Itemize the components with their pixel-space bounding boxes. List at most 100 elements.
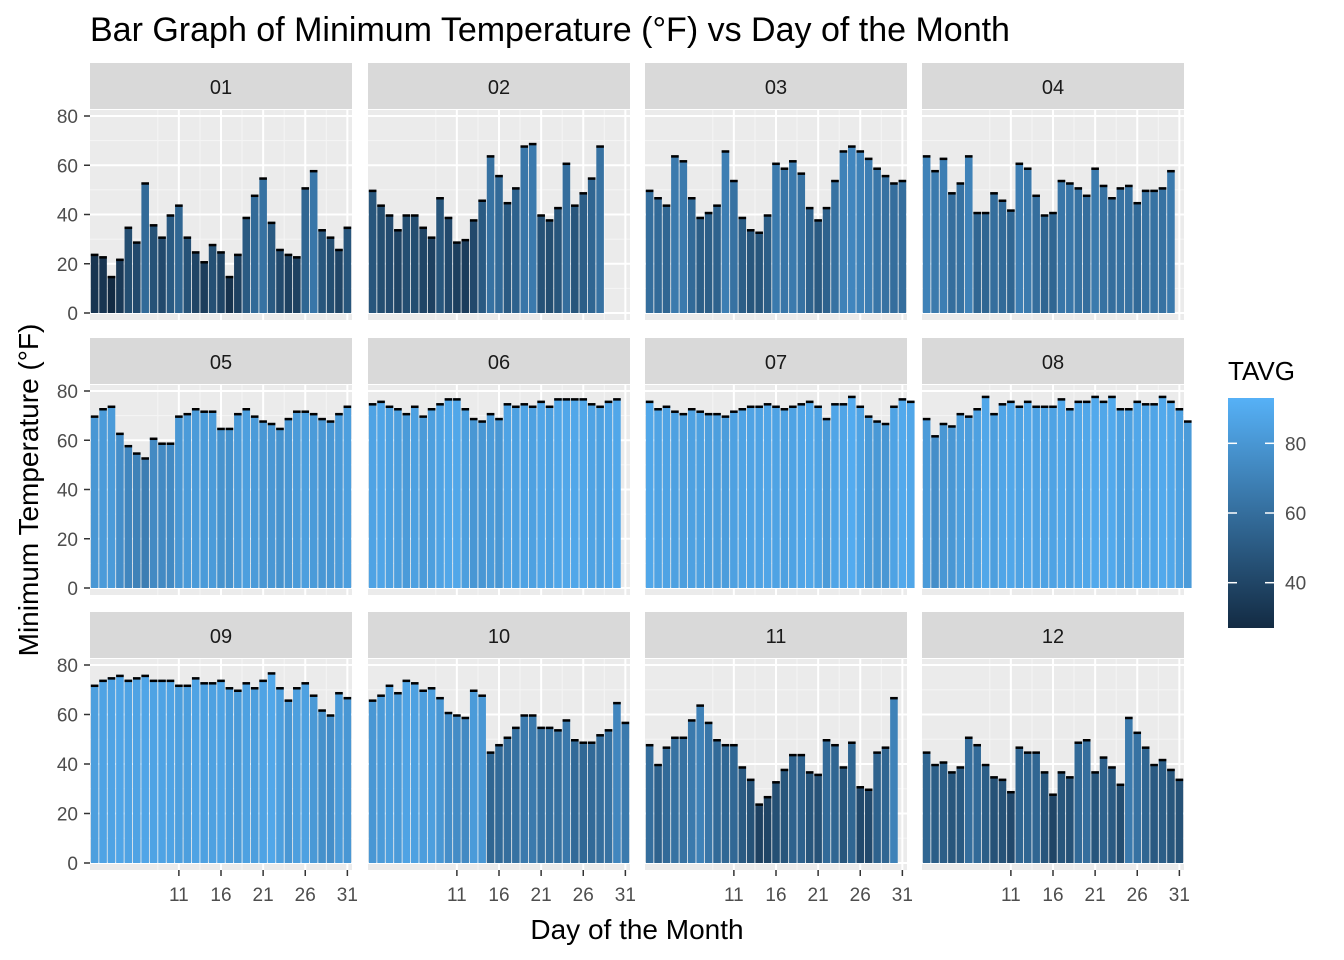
facet-label: 10 bbox=[488, 626, 510, 648]
temperature-bar bbox=[141, 182, 149, 313]
temperature-bar bbox=[763, 214, 772, 313]
temperature-bar bbox=[1040, 405, 1049, 588]
temperature-bar bbox=[267, 672, 276, 863]
x-tick-label: 26 bbox=[295, 885, 316, 906]
temperature-bar bbox=[814, 219, 822, 313]
temperature-bar bbox=[973, 212, 981, 313]
temperature-bar bbox=[410, 405, 419, 588]
facet-label: 08 bbox=[1042, 352, 1064, 374]
temperature-bar bbox=[907, 400, 915, 588]
temperature-bar bbox=[158, 442, 166, 588]
temperature-bar bbox=[512, 726, 520, 863]
y-tick-label: 40 bbox=[57, 206, 78, 227]
y-tick-label: 80 bbox=[57, 382, 78, 403]
temperature-bar bbox=[217, 251, 225, 313]
temperature-bar bbox=[990, 413, 998, 588]
temperature-bar bbox=[183, 684, 192, 863]
temperature-bar bbox=[721, 415, 730, 588]
temperature-bar bbox=[293, 256, 301, 313]
temperature-bar bbox=[166, 214, 175, 313]
legend-title: TAVG bbox=[1228, 356, 1295, 386]
temperature-bar bbox=[998, 199, 1007, 313]
temperature-bar bbox=[368, 699, 377, 863]
temperature-bar bbox=[175, 684, 183, 863]
temperature-bar bbox=[789, 754, 797, 863]
y-tick-label: 60 bbox=[57, 706, 78, 727]
temperature-bar bbox=[654, 764, 662, 863]
temperature-bar bbox=[805, 771, 814, 863]
temperature-bar bbox=[1023, 751, 1032, 863]
temperature-bar bbox=[436, 697, 444, 863]
facet-panel: 08 bbox=[922, 338, 1192, 595]
temperature-bar bbox=[259, 177, 267, 313]
facet-label: 01 bbox=[210, 77, 232, 99]
temperature-bar bbox=[881, 175, 890, 313]
temperature-bar bbox=[922, 751, 931, 863]
temperature-bar bbox=[326, 420, 335, 588]
temperature-bar bbox=[461, 716, 470, 863]
temperature-bar bbox=[402, 413, 411, 588]
temperature-bar bbox=[822, 418, 831, 588]
temperature-bar bbox=[166, 442, 175, 588]
temperature-bar bbox=[166, 679, 175, 863]
temperature-bar bbox=[444, 398, 453, 588]
temperature-bar bbox=[1049, 793, 1057, 863]
temperature-bar bbox=[132, 241, 141, 313]
temperature-bar bbox=[671, 410, 679, 588]
temperature-bar bbox=[293, 687, 301, 863]
temperature-bar bbox=[537, 400, 545, 588]
temperature-bar bbox=[973, 744, 981, 863]
temperature-bar bbox=[1184, 420, 1192, 588]
temperature-bar bbox=[780, 408, 789, 588]
temperature-bar bbox=[1175, 778, 1184, 863]
temperature-bar bbox=[453, 398, 461, 588]
temperature-bar bbox=[1133, 202, 1142, 313]
temperature-bar bbox=[696, 216, 704, 313]
temperature-bar bbox=[158, 679, 166, 863]
temperature-bar bbox=[789, 405, 797, 588]
temperature-bar bbox=[579, 741, 588, 863]
temperature-bar bbox=[242, 682, 251, 863]
facet-panel: 05 0 20 40 60 80 bbox=[57, 338, 352, 600]
temperature-bar bbox=[469, 418, 478, 588]
temperature-bar bbox=[587, 741, 596, 863]
temperature-bar bbox=[200, 261, 208, 313]
temperature-bar bbox=[1099, 184, 1108, 313]
temperature-bar bbox=[242, 408, 251, 588]
x-tick-label: 31 bbox=[1169, 885, 1190, 906]
facet-label: 06 bbox=[488, 352, 510, 374]
facet-strip bbox=[922, 612, 1184, 658]
temperature-bar bbox=[864, 157, 873, 313]
x-tick-label: 21 bbox=[531, 885, 552, 906]
temperature-bar bbox=[1158, 395, 1167, 588]
temperature-bar bbox=[410, 682, 419, 863]
temperature-bar bbox=[90, 415, 99, 588]
temperature-bar bbox=[217, 679, 225, 863]
temperature-bar bbox=[856, 150, 865, 313]
temperature-bar bbox=[964, 155, 973, 313]
temperature-bar bbox=[512, 405, 520, 588]
temperature-bar bbox=[848, 741, 856, 863]
temperature-bar bbox=[107, 677, 116, 863]
legend-tick-label: 60 bbox=[1285, 504, 1306, 525]
temperature-bar bbox=[1057, 398, 1066, 588]
x-tick-label: 16 bbox=[210, 885, 231, 906]
temperature-bar bbox=[856, 405, 865, 588]
temperature-bar bbox=[191, 408, 200, 588]
temperature-bar bbox=[385, 405, 394, 588]
temperature-bar bbox=[284, 418, 293, 588]
temperature-bar bbox=[964, 736, 973, 863]
temperature-bar bbox=[116, 258, 124, 313]
temperature-bar bbox=[554, 729, 562, 863]
facet-panel: 12 11 16 21 26 31 bbox=[922, 612, 1190, 906]
temperature-bar bbox=[132, 452, 141, 588]
temperature-bar bbox=[99, 408, 107, 588]
temperature-bar bbox=[696, 704, 704, 863]
facet-strip bbox=[645, 612, 907, 658]
x-tick-label: 26 bbox=[573, 885, 594, 906]
temperature-bar bbox=[394, 408, 402, 588]
y-tick-label: 0 bbox=[67, 854, 78, 875]
temperature-bar bbox=[696, 410, 704, 588]
temperature-bar bbox=[309, 170, 318, 313]
